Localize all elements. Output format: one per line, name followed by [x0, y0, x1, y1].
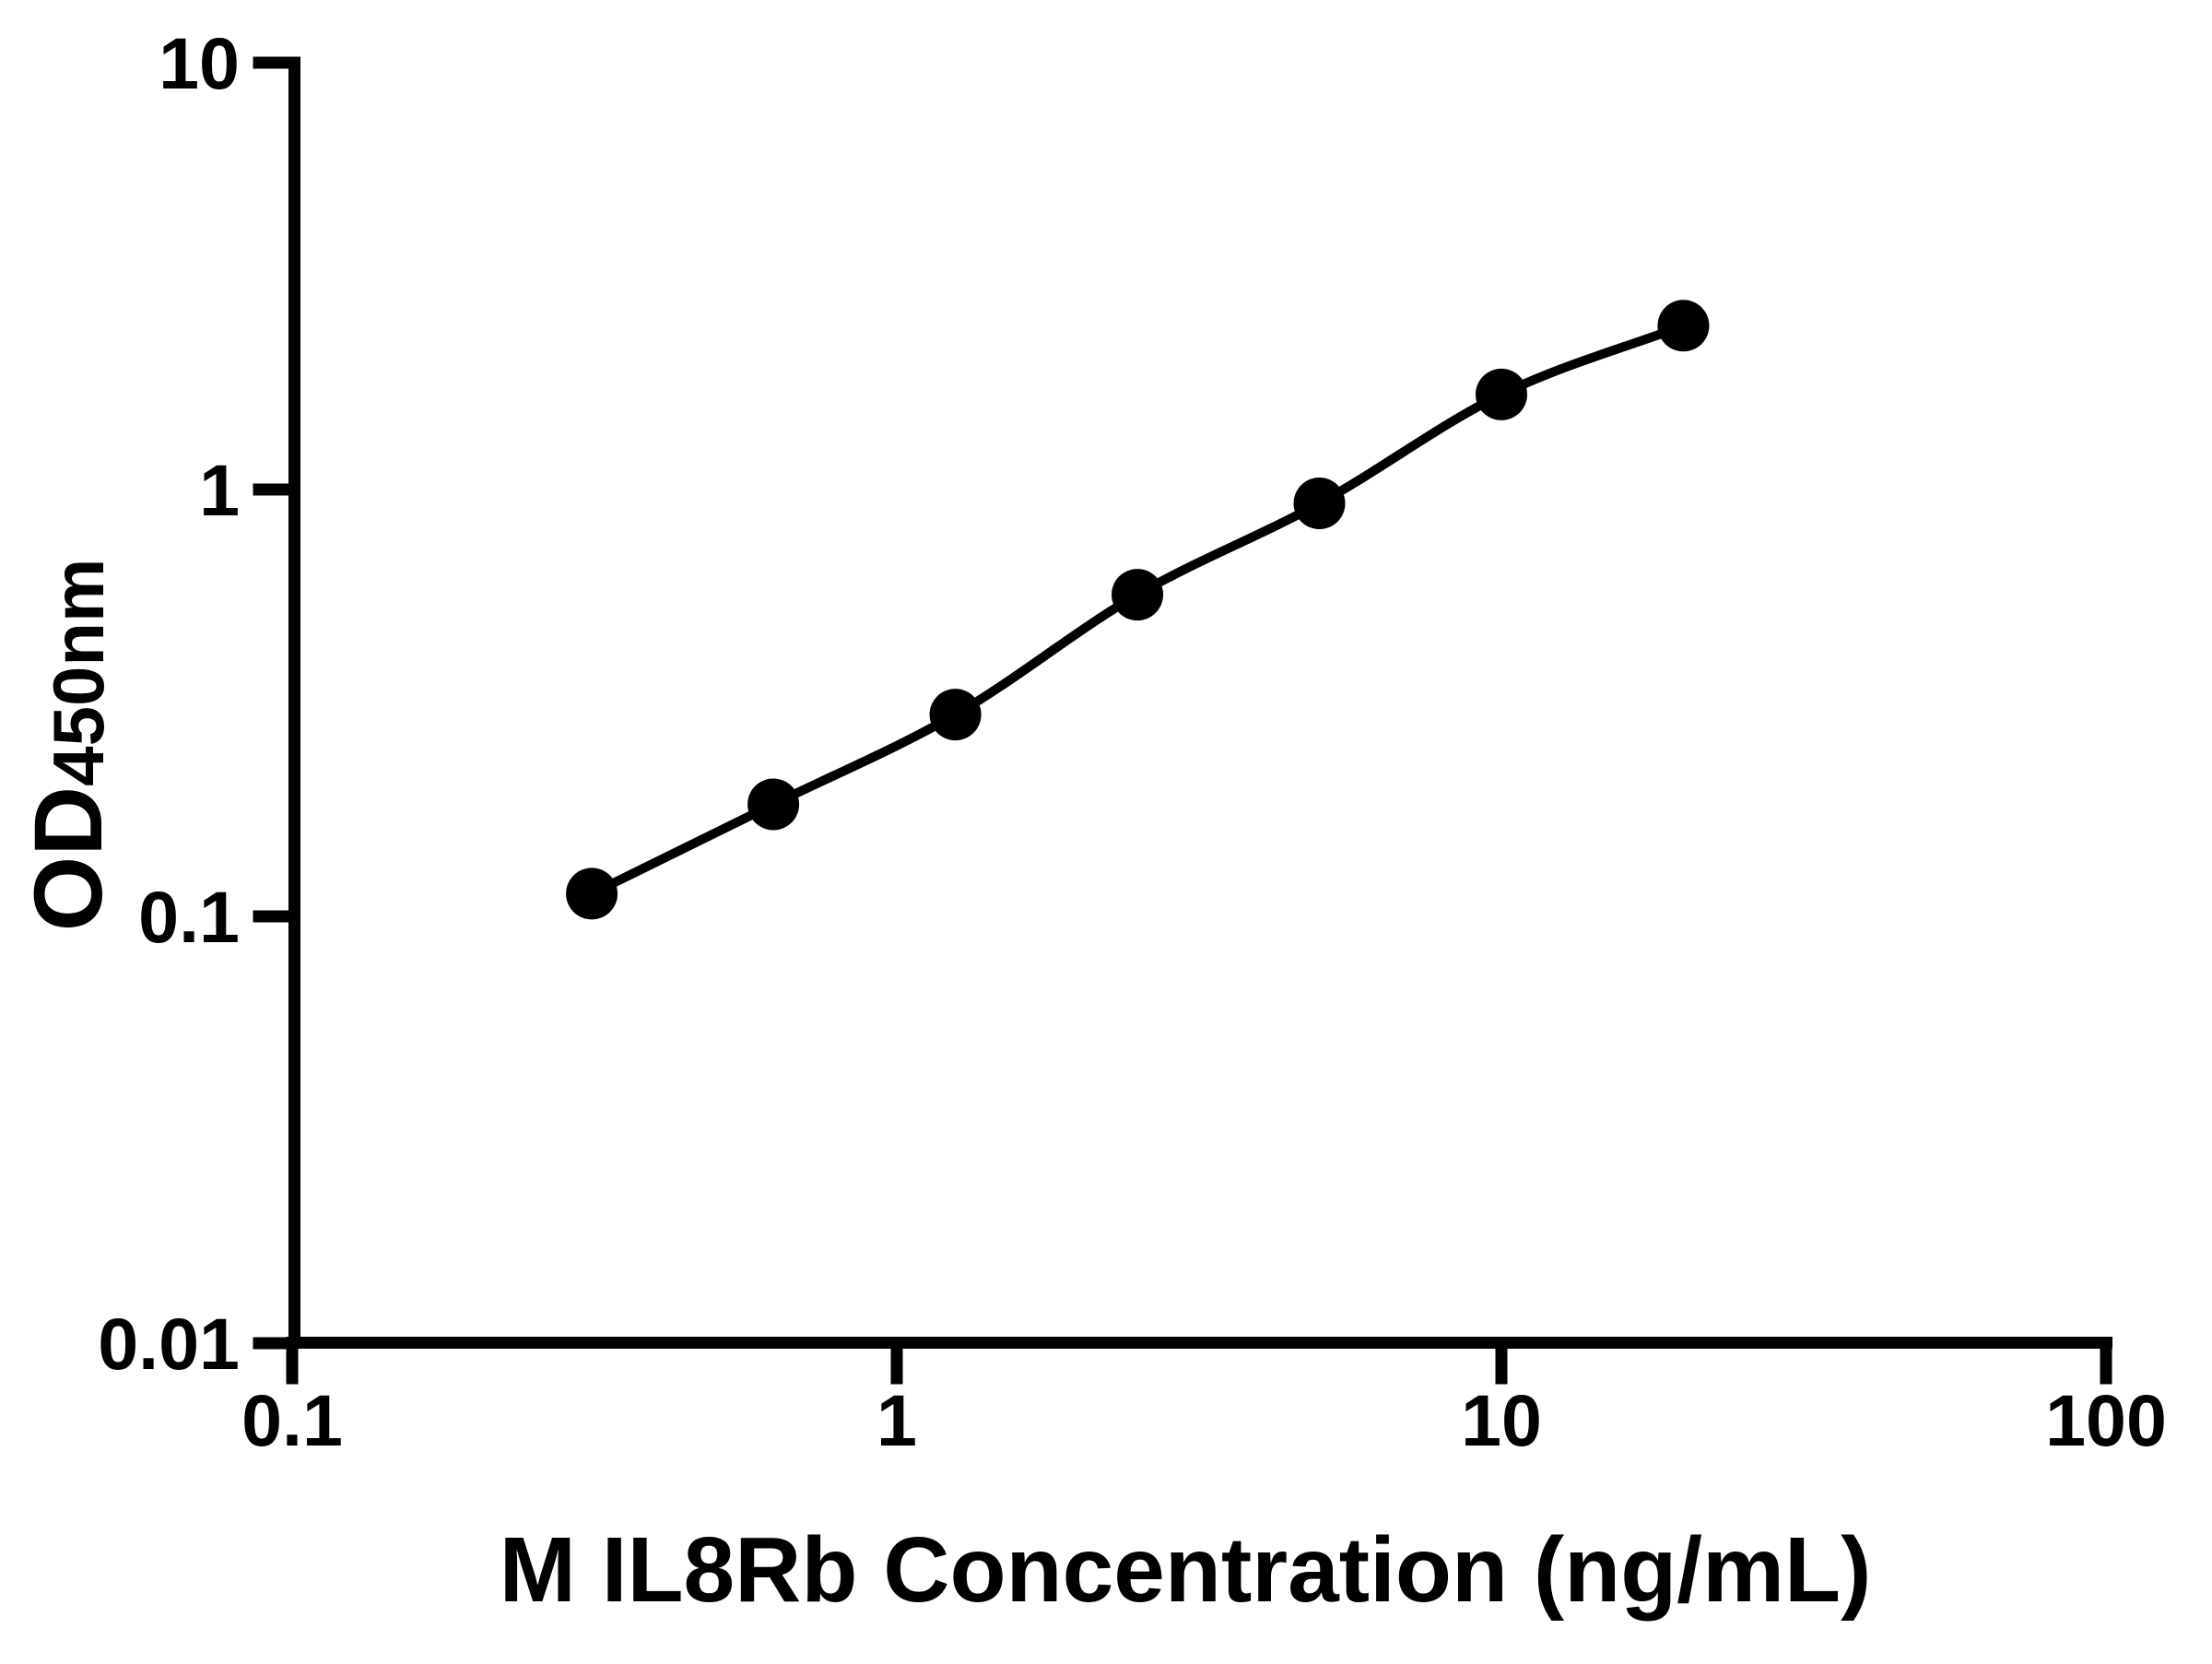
data-point-5 — [1293, 478, 1346, 530]
x-tick-10 — [1495, 1337, 1508, 1385]
data-point-0.625 — [747, 778, 800, 831]
data-point-20 — [1657, 300, 1710, 352]
y-axis-title-sub: 450nm — [38, 559, 119, 786]
y-tick-label-0.1: 0.1 — [138, 876, 240, 958]
x-axis-title: M IL8Rb Concentration (ng/mL) — [500, 1518, 1872, 1622]
x-tick-0.1 — [286, 1337, 299, 1385]
y-axis-title-main: OD — [15, 786, 123, 932]
x-axis-line — [288, 1337, 2112, 1349]
data-point-1.25 — [929, 689, 982, 741]
y-tick-0.1 — [253, 910, 295, 923]
y-tick-1 — [253, 483, 295, 496]
x-tick-label-100: 100 — [2045, 1379, 2167, 1461]
x-tick-1 — [890, 1337, 903, 1385]
y-tick-label-10: 10 — [159, 22, 240, 104]
y-tick-0.01 — [253, 1337, 295, 1350]
x-tick-label-1: 1 — [877, 1379, 917, 1461]
x-tick-label-10: 10 — [1461, 1379, 1542, 1461]
data-point-10 — [1476, 368, 1527, 420]
y-tick-label-0.01: 0.01 — [98, 1303, 240, 1385]
x-tick-100 — [2100, 1337, 2112, 1385]
y-axis-title: OD450nm — [15, 559, 123, 932]
x-tick-label-0.1: 0.1 — [241, 1379, 343, 1461]
data-point-0.313 — [566, 867, 618, 920]
plot-layer — [566, 300, 1710, 920]
y-tick-label-1: 1 — [199, 449, 240, 531]
y-axis-line — [288, 56, 300, 1349]
y-tick-10 — [253, 56, 295, 69]
data-point-2.5 — [1112, 569, 1164, 621]
